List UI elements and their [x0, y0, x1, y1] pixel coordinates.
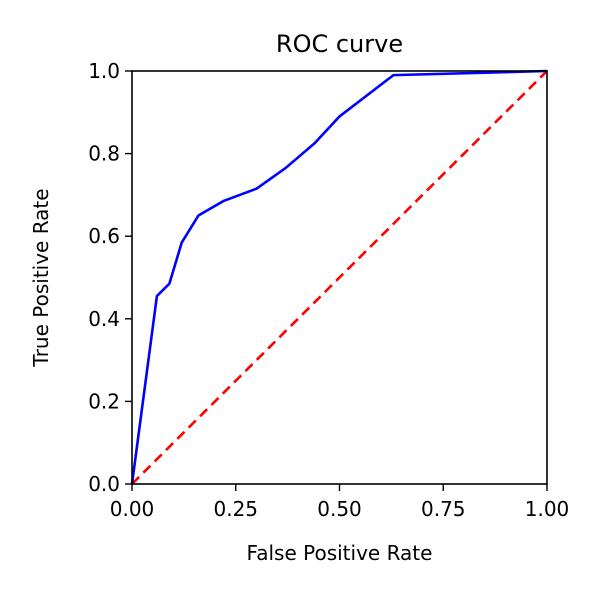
y-tick-label: 1.0 — [88, 59, 120, 83]
ticks-layer: 0.00 0.25 0.50 0.75 1.00 0.0 0.2 0.4 0.6 0.8 1.0 — [88, 59, 569, 521]
y-tick-label: 0.8 — [88, 142, 120, 166]
series-line-roc — [130, 69, 548, 485]
x-tick-label: 0.00 — [110, 497, 155, 521]
x-tick-label: 0.75 — [421, 497, 466, 521]
y-tick-label: 0.0 — [88, 472, 120, 496]
plot-layer — [130, 69, 548, 485]
x-tick-label: 1.00 — [525, 497, 570, 521]
y-axis-label: True Positive Rate — [29, 188, 53, 367]
x-tick-label: 0.50 — [317, 497, 362, 521]
x-axis-label: False Positive Rate — [247, 541, 433, 565]
y-tick-label: 0.2 — [88, 389, 120, 413]
y-tick-label: 0.6 — [88, 224, 120, 248]
y-tick-label: 0.4 — [88, 307, 120, 331]
x-tick-label: 0.25 — [213, 497, 258, 521]
series-line-chance — [131, 70, 548, 485]
chart-title: ROC curve — [276, 30, 403, 58]
